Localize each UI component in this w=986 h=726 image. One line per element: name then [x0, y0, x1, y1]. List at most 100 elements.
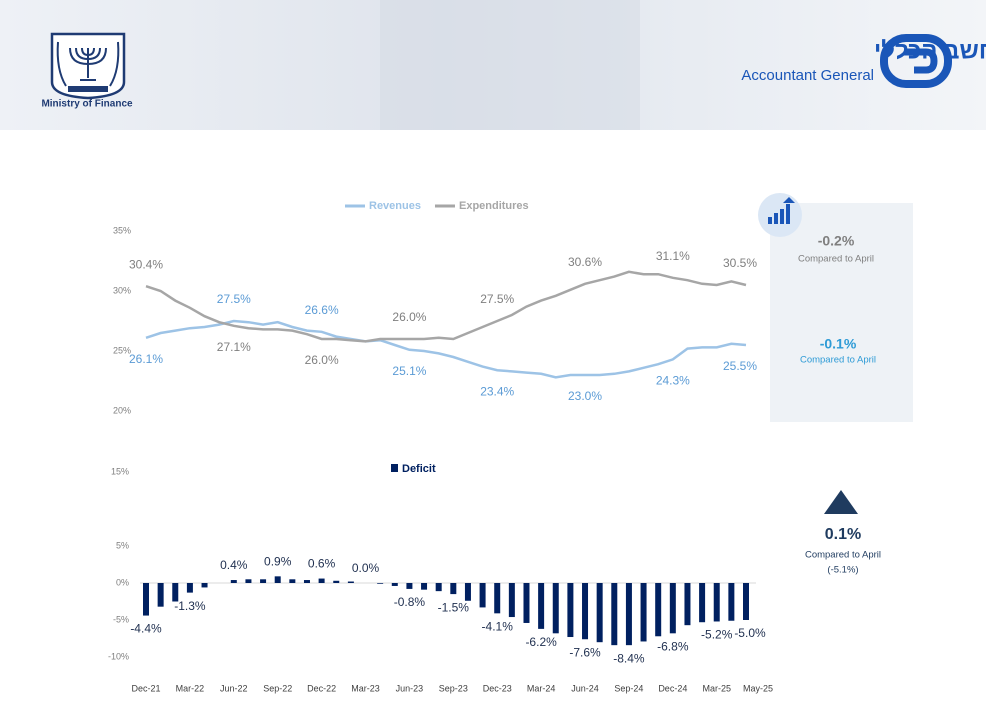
bar	[230, 580, 237, 583]
ag-logo	[880, 34, 952, 88]
x-tick-label: Mar-25	[702, 683, 731, 693]
y-tick-label: -10%	[108, 651, 129, 661]
data-label: 0.9%	[264, 555, 292, 569]
data-label: -6.2%	[525, 635, 557, 649]
data-label: 23.0%	[568, 389, 602, 403]
bar	[347, 581, 354, 583]
data-label: -4.4%	[130, 622, 162, 636]
bar	[625, 583, 632, 646]
bar	[406, 583, 413, 589]
x-tick-label: May-25	[743, 683, 773, 693]
bar	[391, 583, 398, 586]
bar	[713, 583, 720, 622]
panel-note: (-5.1%)	[827, 565, 858, 576]
bar	[464, 583, 471, 601]
bar	[318, 578, 325, 583]
bar	[611, 583, 618, 646]
header-photo	[380, 0, 640, 130]
y-tick-label: 30%	[113, 285, 131, 295]
x-tick-label: Sep-24	[614, 683, 643, 693]
data-label: 25.1%	[392, 364, 426, 378]
y-tick-label: -5%	[113, 614, 129, 624]
bar	[567, 583, 574, 638]
x-tick-label: Dec-23	[483, 683, 512, 693]
emblem	[50, 32, 126, 100]
data-label: -6.8%	[657, 639, 689, 653]
bar	[538, 583, 545, 629]
y-tick-label: 5%	[116, 540, 129, 550]
x-tick-label: Mar-23	[351, 683, 380, 693]
data-label: 30.6%	[568, 255, 602, 269]
x-tick-label: Dec-21	[131, 683, 160, 693]
data-label: -4.1%	[482, 620, 514, 634]
bar	[582, 583, 589, 640]
x-tick-label: Dec-24	[658, 683, 687, 693]
y-tick-label: 15%	[111, 466, 129, 476]
data-label: 30.5%	[723, 256, 757, 270]
bar	[421, 583, 428, 590]
data-label: -0.8%	[394, 595, 426, 609]
bar	[655, 583, 662, 637]
bar	[479, 583, 486, 608]
panel-value: -0.2%	[818, 233, 855, 249]
data-label: 26.1%	[129, 352, 163, 366]
x-tick-label: Mar-24	[527, 683, 556, 693]
bar	[333, 580, 340, 583]
legend-label: Expenditures	[459, 200, 529, 212]
series-line	[145, 319, 747, 379]
y-tick-label: 20%	[113, 405, 131, 415]
data-label: 0.4%	[220, 558, 248, 572]
x-tick-label: Mar-22	[176, 683, 205, 693]
data-label: 27.5%	[217, 292, 251, 306]
data-label: -7.6%	[569, 645, 601, 659]
up-triangle	[824, 490, 858, 514]
data-label: 24.3%	[656, 374, 690, 388]
data-label: -1.3%	[174, 599, 206, 613]
x-tick-label: Sep-23	[439, 683, 468, 693]
data-label: -5.0%	[734, 626, 766, 640]
panel-value: 0.1%	[825, 526, 861, 543]
bar	[523, 583, 530, 623]
data-label: 25.5%	[723, 359, 757, 373]
bar	[450, 583, 457, 595]
bar	[596, 583, 603, 643]
y-tick-label: 0%	[116, 577, 129, 587]
panel-caption: Compared to April	[805, 550, 881, 561]
bar	[157, 583, 164, 607]
data-label: -5.2%	[701, 628, 733, 642]
bar	[274, 576, 281, 583]
bar	[377, 583, 384, 584]
series-line	[145, 270, 747, 343]
legend-label: Revenues	[369, 200, 421, 212]
panel-caption: Compared to April	[800, 355, 876, 366]
bar	[435, 583, 442, 592]
data-label: -8.4%	[613, 651, 645, 665]
panel-caption: Compared to April	[798, 254, 874, 265]
x-tick-label: Jun-24	[571, 683, 599, 693]
data-label: 26.0%	[305, 353, 339, 367]
bar	[640, 583, 647, 642]
bar	[303, 580, 310, 583]
data-label: -1.5%	[438, 600, 470, 614]
bar	[699, 583, 706, 623]
x-tick-label: Sep-22	[263, 683, 292, 693]
bar	[186, 583, 193, 593]
bar	[508, 583, 515, 618]
bar	[684, 583, 691, 626]
data-label: 27.1%	[217, 340, 251, 354]
data-label: 30.4%	[129, 257, 163, 271]
data-label: 26.6%	[305, 303, 339, 317]
bar	[201, 583, 208, 588]
bar	[494, 583, 501, 614]
x-tick-label: Dec-22	[307, 683, 336, 693]
growth-icon	[768, 197, 795, 224]
bar	[172, 583, 179, 602]
bar	[260, 579, 267, 583]
bar	[669, 583, 676, 634]
bar	[743, 583, 749, 620]
y-tick-label: 25%	[113, 345, 131, 355]
data-label: 0.6%	[308, 557, 336, 571]
ministry-caption: Ministry of Finance	[41, 99, 133, 110]
